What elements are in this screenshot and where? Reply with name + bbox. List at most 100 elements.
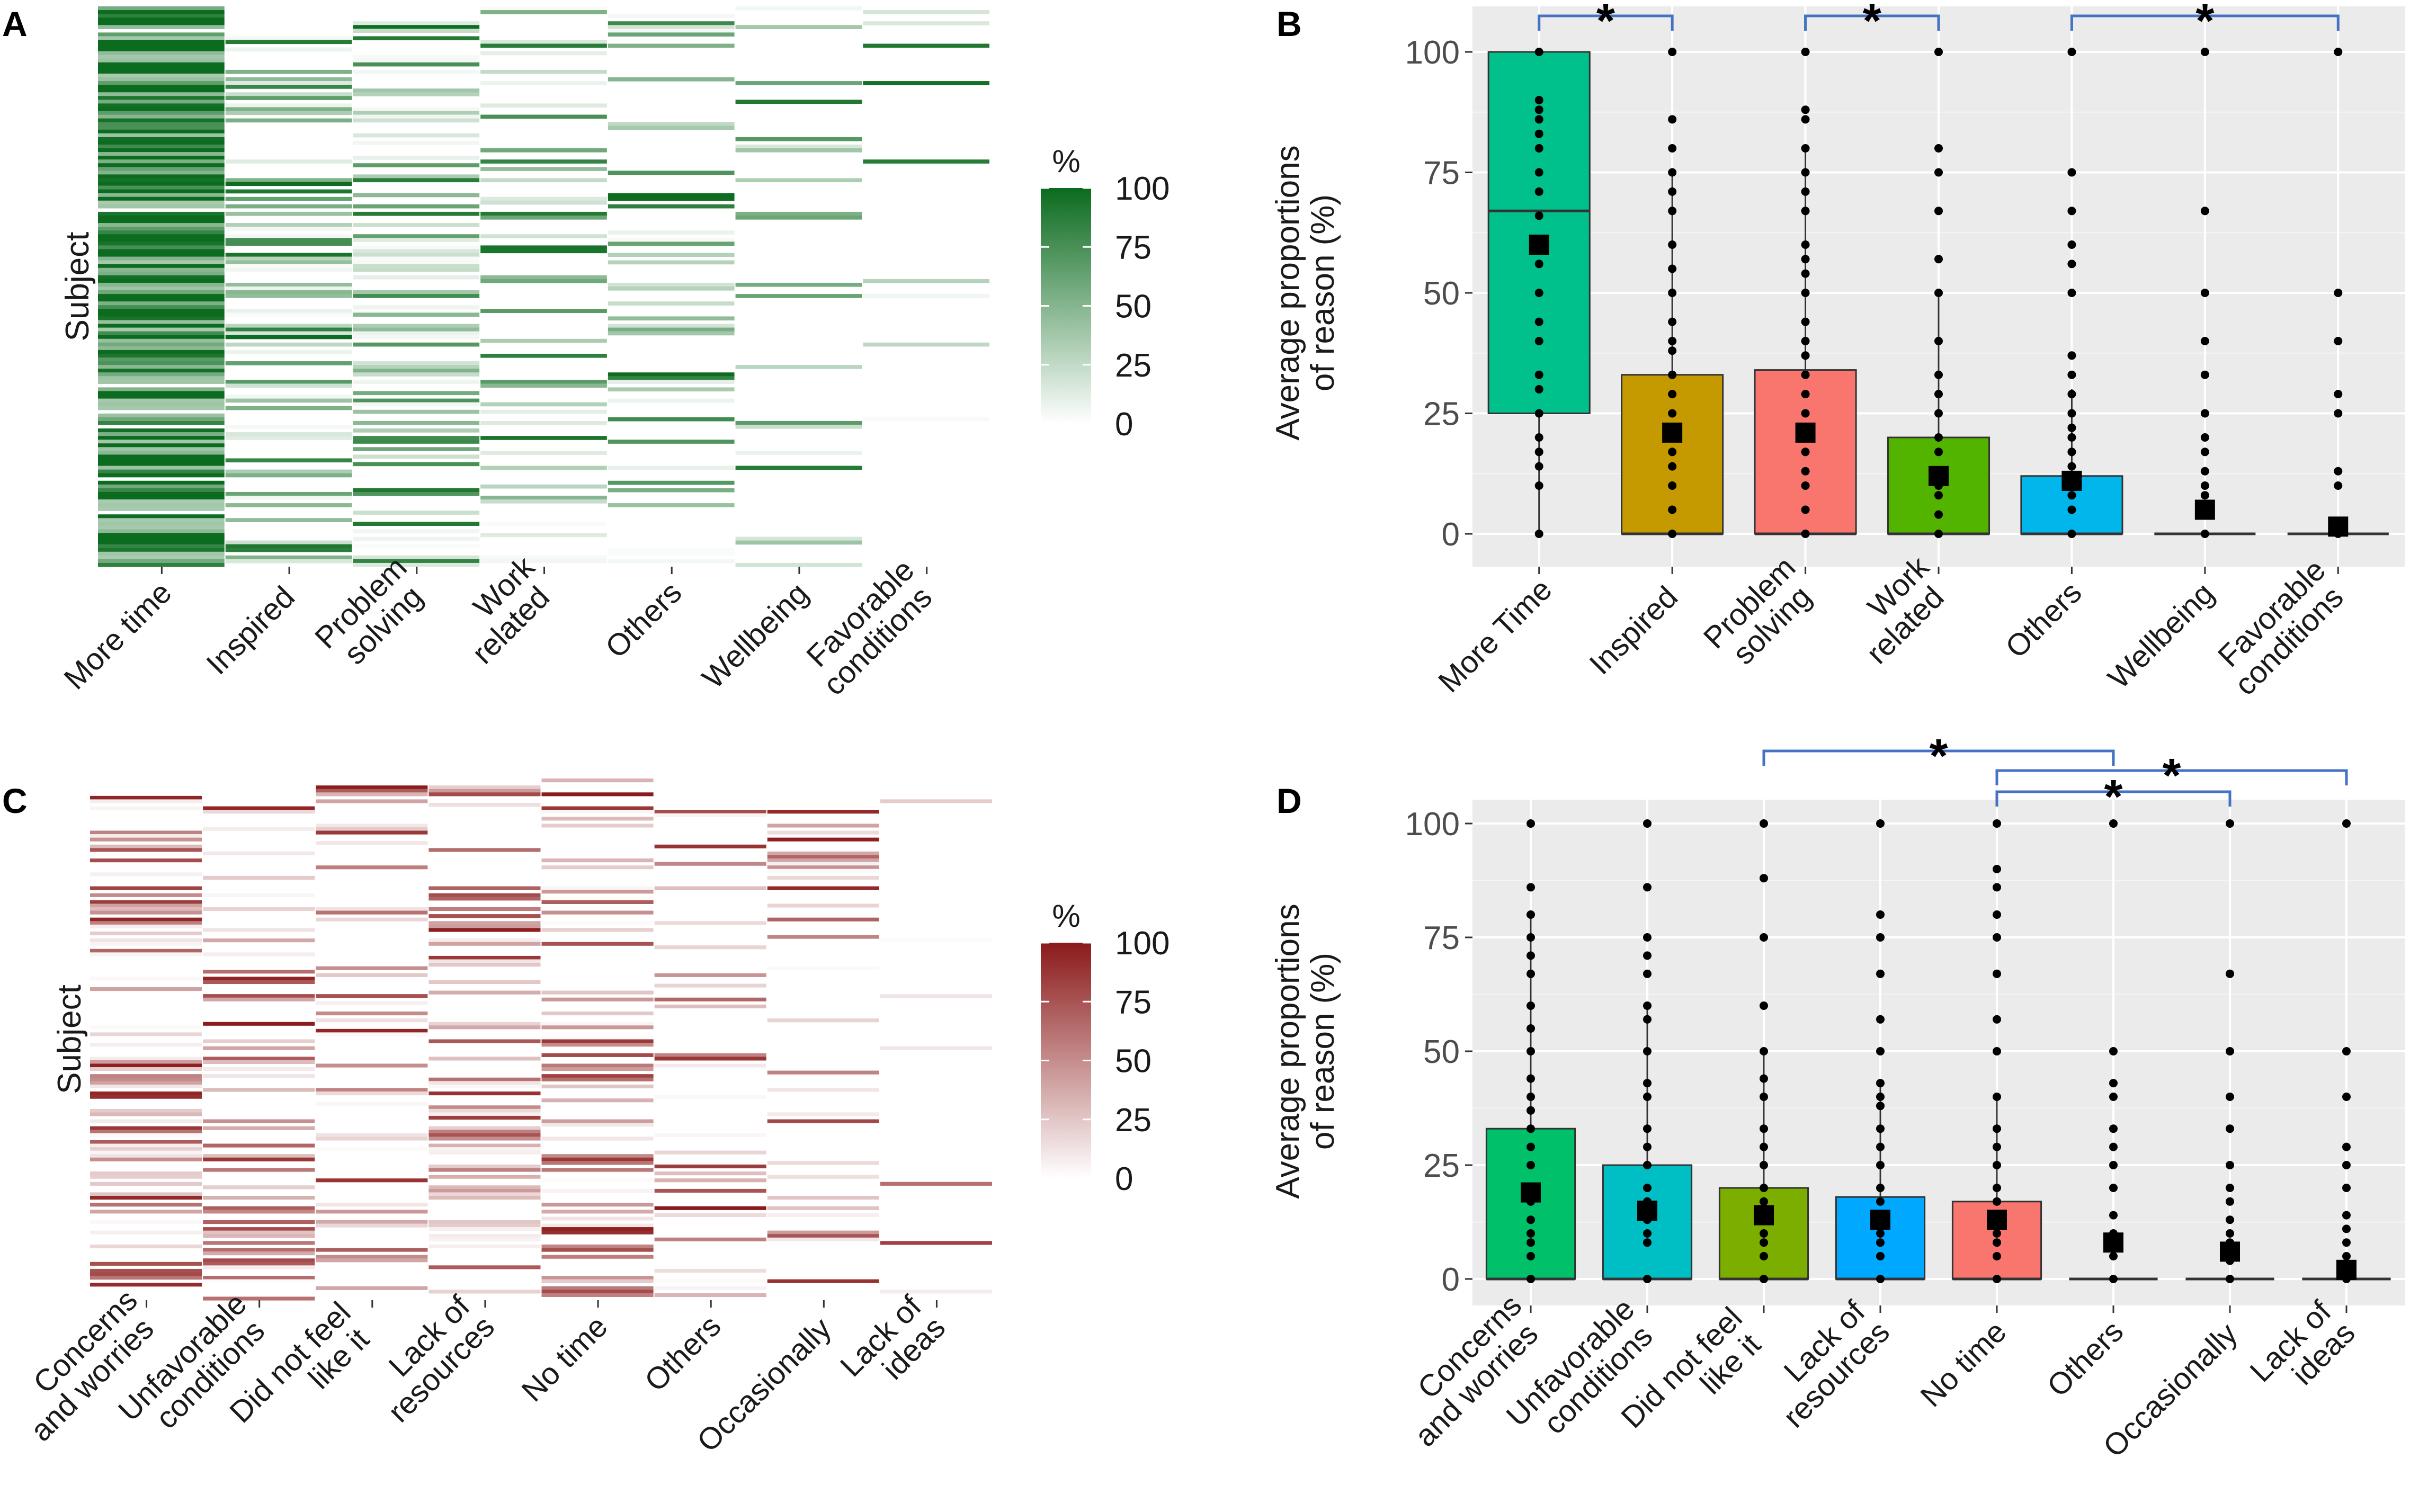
heatmap-cell (225, 540, 352, 545)
heatmap-cell (353, 555, 480, 560)
heatmap-cell (98, 350, 225, 354)
data-point (1876, 1079, 1885, 1088)
data-point (2067, 491, 2076, 500)
box-group (1835, 819, 1926, 1283)
heatmap-cell (541, 1137, 654, 1141)
heatmap-cell (98, 369, 225, 373)
data-point (2342, 1184, 2351, 1192)
data-point (2109, 1252, 2118, 1260)
heatmap-cell (353, 267, 480, 272)
heatmap-cell (480, 200, 607, 205)
data-point (2200, 48, 2209, 56)
x-tick-label: More Time (1432, 572, 1559, 699)
heatmap-cell (353, 211, 480, 216)
heatmap-column-bg (480, 6, 607, 567)
significance-bracket (1995, 790, 2232, 807)
heatmap-cell (735, 144, 862, 149)
heatmap-cell (225, 40, 352, 44)
heatmap-cell (608, 238, 735, 242)
data-point (1643, 969, 1652, 978)
heatmap-cell (98, 376, 225, 380)
heatmap-cell (98, 548, 225, 552)
y-tick-label: 50 (1423, 1034, 1460, 1070)
y-axis-label: Average proportionsof reason (%) (1270, 903, 1341, 1198)
heatmap-column (880, 779, 992, 1300)
data-point (1993, 1161, 2001, 1169)
legend-tick-label: 0 (1115, 1161, 1133, 1197)
heatmap-cell (225, 253, 352, 257)
heatmap-cell (90, 1081, 202, 1085)
heatmap-cell (225, 182, 352, 186)
heatmap-cell (203, 1126, 315, 1130)
significance-star: * (1596, 0, 1615, 48)
heatmap-cell (98, 544, 225, 549)
data-point (1527, 1215, 1535, 1224)
heatmap-cell (608, 77, 735, 82)
heatmap-cell (429, 1175, 541, 1179)
heatmap-cell (353, 133, 480, 138)
heatmap-cell (90, 1230, 202, 1234)
heatmap-cell (767, 1237, 879, 1241)
heatmap-cell (353, 58, 480, 63)
heatmap-cell (541, 897, 654, 901)
heatmap-cell (316, 1210, 428, 1214)
heatmap-cell (608, 324, 735, 328)
y-axis-label: Subject (51, 985, 88, 1094)
heatmap-cell (353, 559, 480, 563)
heatmap-cell (541, 900, 654, 904)
heatmap-cell (98, 111, 225, 115)
data-point (1801, 467, 1810, 476)
heatmap-cell (353, 398, 480, 403)
heatmap-cell (98, 249, 225, 254)
heatmap-cell (654, 1178, 766, 1183)
data-point (1643, 951, 1652, 960)
heatmap-cell (225, 260, 352, 265)
heatmap-cell (98, 118, 225, 123)
heatmap-cell (541, 792, 654, 797)
y-tick-label: 75 (1423, 920, 1460, 956)
heatmap-cell (98, 462, 225, 467)
heatmap-cell (353, 331, 480, 336)
legend-tick-label: 50 (1115, 289, 1152, 325)
data-point (1527, 1093, 1535, 1101)
data-point (1801, 481, 1810, 490)
heatmap-cell (203, 1157, 315, 1161)
heatmap-cell (654, 983, 766, 988)
box-group (2069, 819, 2158, 1283)
heatmap-cell (608, 25, 735, 29)
heatmap-cell (225, 118, 352, 123)
data-point (2342, 1047, 2351, 1055)
heatmap-cell (90, 1244, 202, 1249)
heatmap-cell (90, 834, 202, 838)
data-point (2334, 481, 2343, 490)
heatmap-cell (735, 81, 862, 85)
heatmap-cell (98, 428, 225, 433)
heatmap-cell (203, 907, 315, 911)
heatmap-cell (203, 1296, 315, 1301)
heatmap-cell (880, 1046, 992, 1050)
heatmap-cell (541, 1161, 654, 1165)
heatmap-cell (608, 253, 735, 257)
heatmap-cell (353, 55, 480, 59)
mean-marker (2103, 1232, 2123, 1253)
heatmap-cell (98, 260, 225, 265)
heatmap-cell (654, 1268, 766, 1273)
heatmap-cell (225, 327, 352, 332)
heatmap-cell (541, 1290, 654, 1294)
heatmap-cell (480, 499, 607, 504)
data-point (1668, 370, 1677, 379)
heatmap-cell (203, 1220, 315, 1224)
heatmap-panel-a: More time Inspired Problemsolving Workrelat… (57, 6, 1170, 702)
heatmap-cell (98, 458, 225, 463)
heatmap-column (863, 6, 989, 567)
heatmap-cell (353, 238, 480, 242)
data-point (2067, 390, 2076, 399)
heatmap-cell (98, 301, 225, 306)
heatmap-cell (98, 62, 225, 67)
heatmap-cell (98, 6, 225, 11)
heatmap-cell (225, 398, 352, 403)
data-point (1534, 433, 1543, 442)
heatmap-cell (429, 1039, 541, 1043)
heatmap-cell (98, 395, 225, 399)
heatmap-cell (90, 949, 202, 953)
